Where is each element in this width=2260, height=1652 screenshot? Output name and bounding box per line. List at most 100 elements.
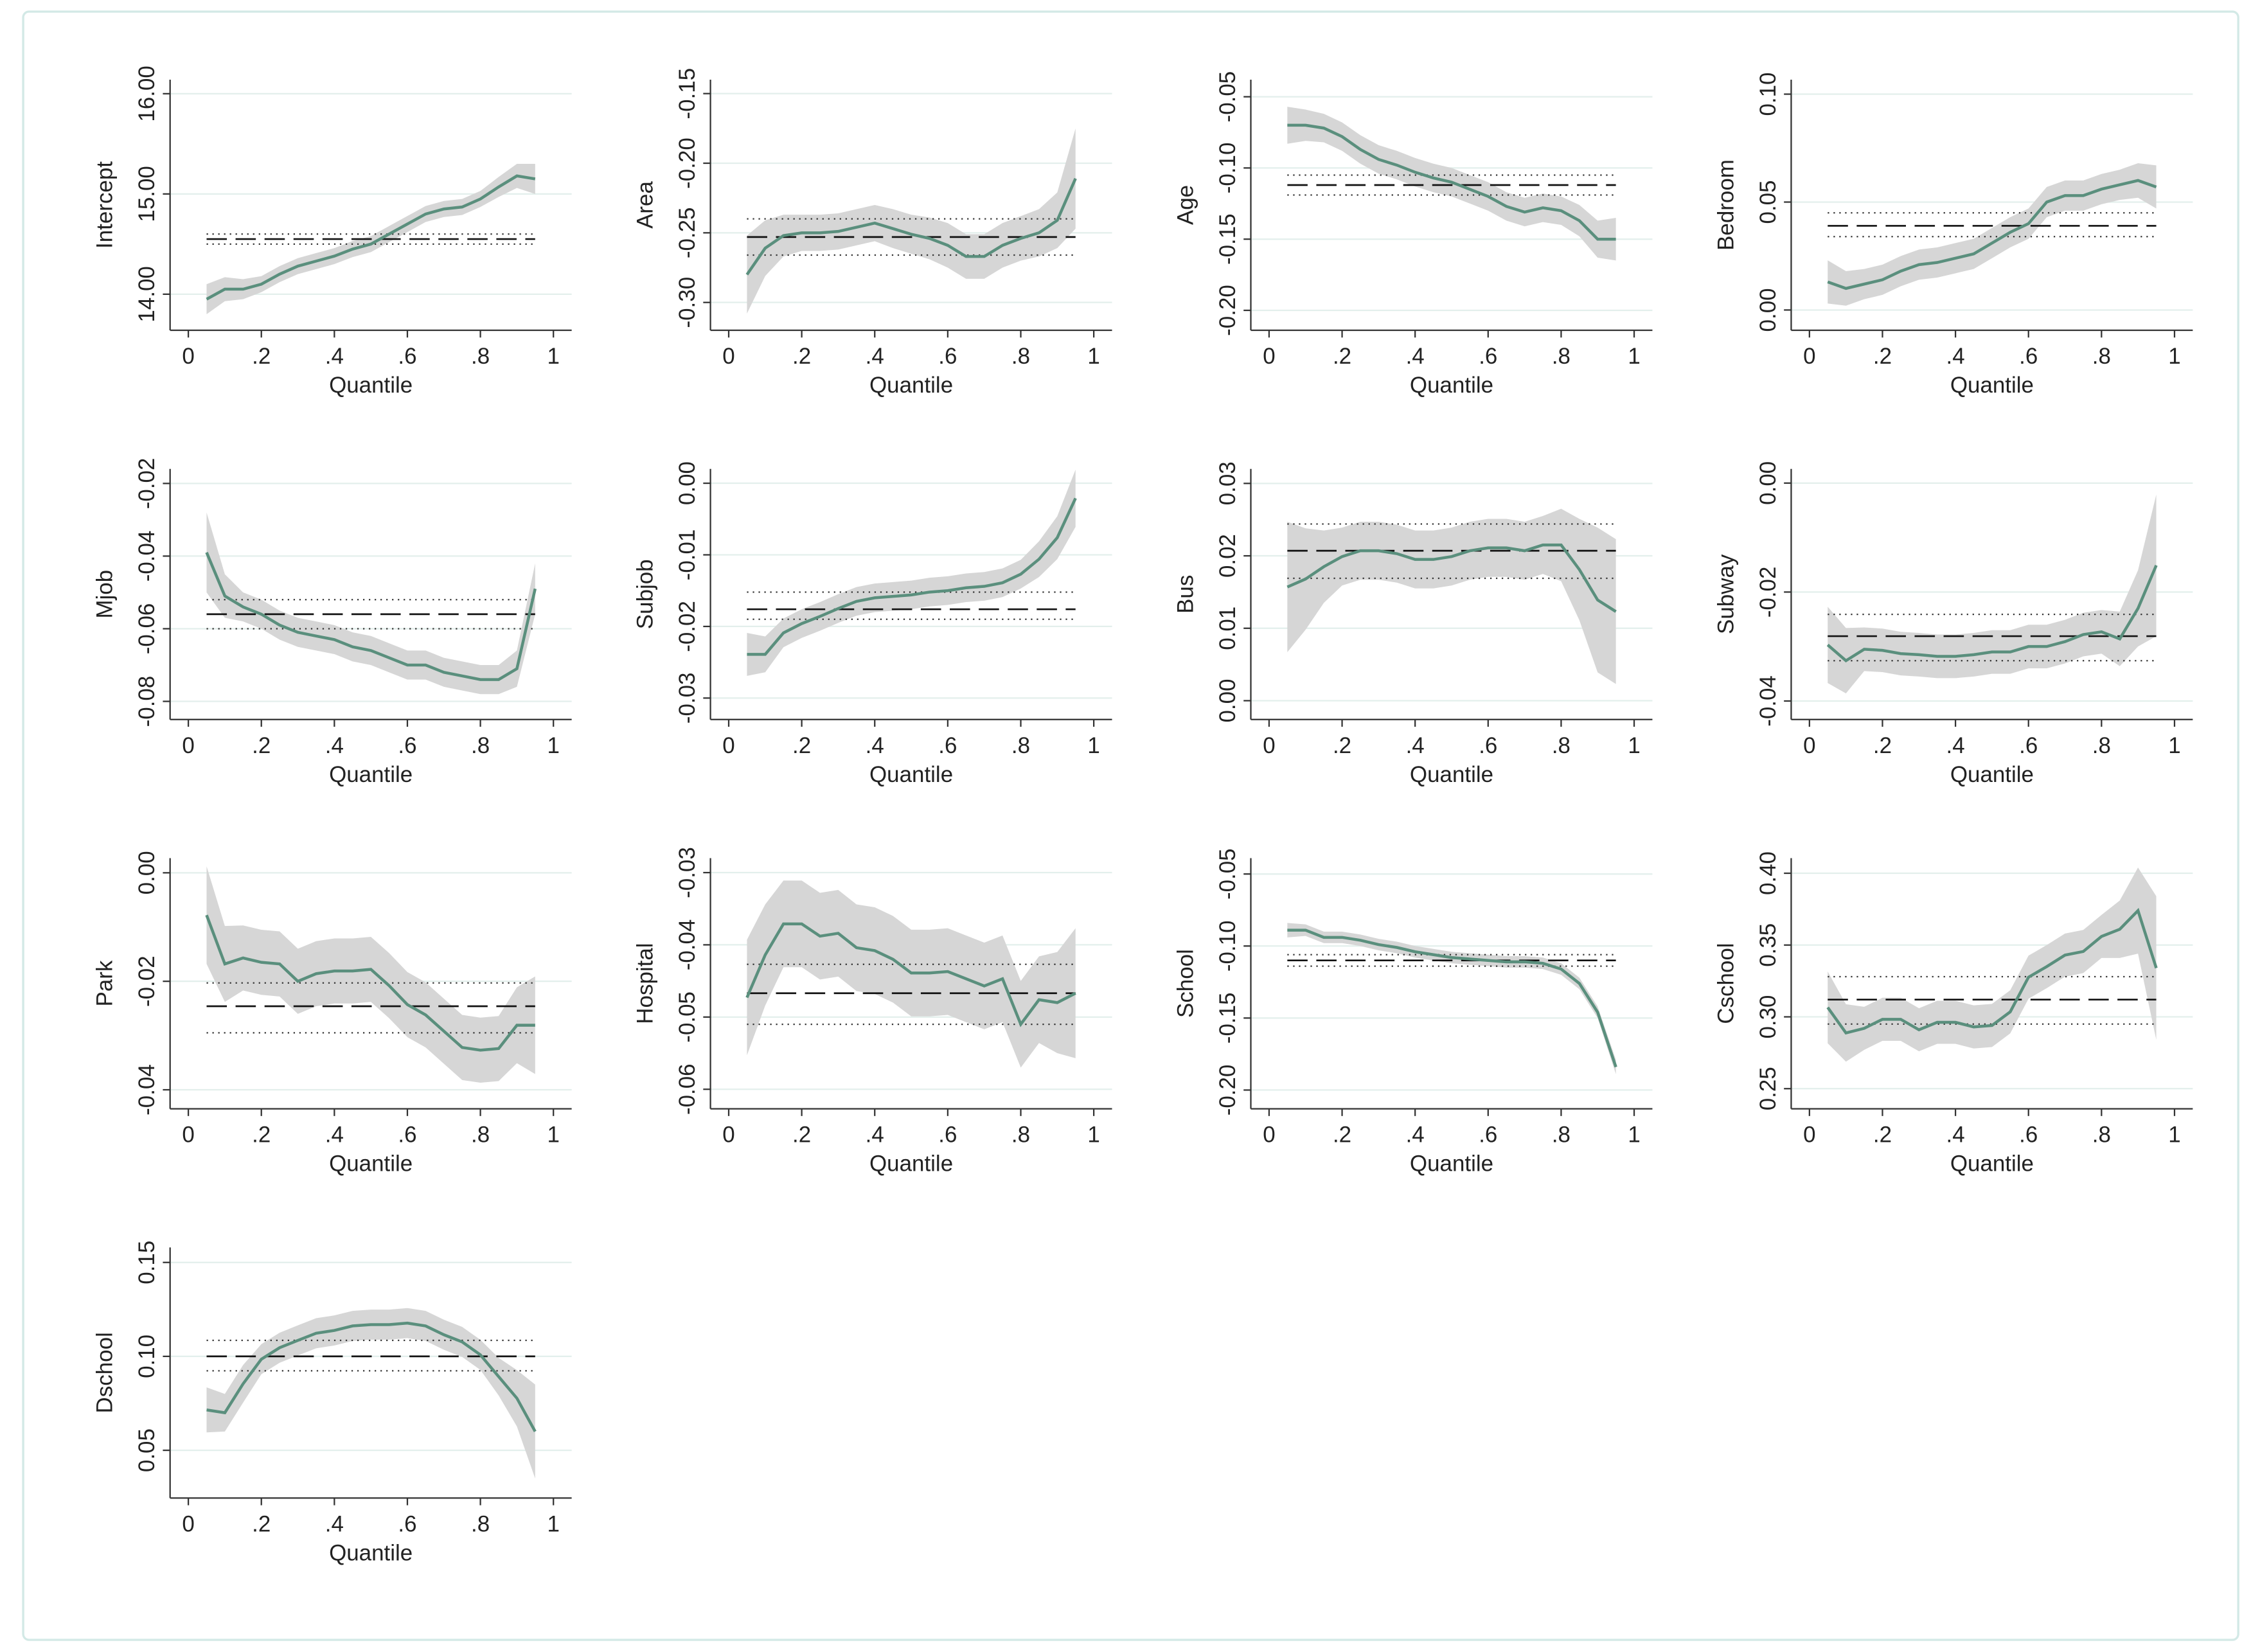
x-axis-label: Quantile [1410, 373, 1493, 398]
x-tick-label: .4 [1946, 733, 1965, 758]
y-tick-label: 0.15 [134, 1241, 159, 1284]
x-axis-label: Quantile [869, 762, 953, 787]
x-tick-label: .8 [471, 1123, 490, 1148]
x-axis-label: Quantile [1950, 1151, 2034, 1177]
y-tick-label: -0.05 [675, 991, 700, 1043]
x-tick-label: .8 [2092, 1123, 2111, 1148]
y-tick-label: 0.25 [1756, 1067, 1781, 1110]
x-tick-label: .6 [1479, 1123, 1497, 1148]
x-tick-label: .4 [866, 1123, 884, 1148]
x-tick-label: 1 [1628, 1123, 1640, 1148]
x-tick-label: 0 [182, 344, 194, 369]
y-tick-label: -0.06 [675, 1063, 700, 1115]
x-tick-label: 1 [1628, 733, 1640, 758]
x-tick-label: .4 [325, 344, 344, 369]
x-tick-label: .4 [325, 1123, 344, 1148]
x-tick-label: .2 [1333, 344, 1351, 369]
x-tick-label: .4 [1406, 344, 1425, 369]
x-tick-label: 1 [2168, 1123, 2180, 1148]
x-tick-label: 1 [547, 1511, 560, 1536]
quantile-line [745, 922, 1076, 1027]
y-tick-label: 0.05 [1756, 180, 1781, 224]
y-tick-label: -0.08 [134, 676, 159, 727]
x-tick-label: .8 [471, 344, 490, 369]
y-axis-label: School [1173, 949, 1198, 1018]
x-tick-label: 0 [722, 1123, 734, 1148]
x-tick-label: .4 [866, 733, 884, 758]
quantile-line [206, 1321, 537, 1432]
x-axis-label: Quantile [1410, 1151, 1493, 1177]
x-tick-label: .8 [1552, 733, 1570, 758]
y-axis-label: Intercept [93, 161, 118, 249]
y-axis-label: Mjob [93, 570, 118, 619]
quantile-line [1827, 179, 2157, 290]
x-tick-label: .6 [1479, 344, 1497, 369]
x-tick-label: .4 [1946, 1123, 1965, 1148]
y-tick-label: -0.04 [675, 919, 700, 971]
y-tick-label: -0.02 [134, 458, 159, 510]
x-tick-label: .8 [1552, 1123, 1570, 1148]
x-tick-label: .2 [252, 344, 271, 369]
x-tick-label: .6 [398, 1511, 416, 1536]
x-tick-label: 0 [182, 1123, 194, 1148]
x-axis-label: Quantile [1950, 762, 2034, 787]
y-tick-label: 15.00 [134, 166, 159, 222]
quantile-line [206, 174, 536, 301]
x-tick-label: 1 [2168, 344, 2180, 369]
y-tick-label: -0.30 [675, 277, 700, 328]
y-tick-label: -0.01 [675, 529, 700, 581]
y-tick-label: 14.00 [134, 266, 159, 322]
x-tick-label: .8 [471, 1511, 490, 1536]
x-tick-label: .2 [252, 1511, 271, 1536]
y-tick-label: 16.00 [134, 66, 159, 121]
x-tick-label: .6 [398, 344, 416, 369]
x-tick-label: .8 [1011, 733, 1030, 758]
x-tick-label: .2 [252, 733, 271, 758]
y-tick-label: -0.05 [1215, 71, 1240, 123]
y-axis-label: Park [93, 960, 118, 1006]
x-tick-label: .8 [1552, 344, 1570, 369]
x-tick-label: 0 [1803, 344, 1815, 369]
x-tick-label: 0 [1263, 733, 1275, 758]
confidence-band [747, 469, 1076, 676]
x-tick-label: 0 [722, 344, 734, 369]
x-tick-label: 0 [1263, 1123, 1275, 1148]
confidence-band [1828, 163, 2157, 306]
y-tick-label: 0.00 [1215, 679, 1240, 722]
x-tick-label: 1 [547, 733, 560, 758]
y-tick-label: -0.02 [1756, 567, 1781, 618]
quantile-line [745, 177, 1077, 276]
confidence-band [1828, 494, 2157, 694]
x-tick-label: .6 [1479, 733, 1497, 758]
y-axis-label: Age [1173, 185, 1198, 225]
x-tick-label: .8 [471, 733, 490, 758]
y-axis-label: Subjob [633, 559, 658, 629]
y-axis-label: Area [633, 181, 658, 229]
x-tick-label: .6 [2019, 733, 2038, 758]
y-tick-label: -0.10 [1215, 920, 1240, 972]
x-tick-label: 1 [1628, 344, 1640, 369]
y-tick-label: 0.10 [1756, 73, 1781, 116]
y-tick-label: 0.00 [675, 461, 700, 505]
y-axis-label: Bedroom [1713, 159, 1738, 251]
x-tick-label: .6 [398, 1123, 416, 1148]
x-tick-label: .2 [1333, 733, 1351, 758]
quantile-line [1826, 907, 2158, 1035]
y-tick-label: 0.35 [1756, 923, 1781, 967]
x-axis-label: Quantile [329, 762, 413, 787]
x-tick-label: .2 [1333, 1123, 1351, 1148]
y-axis-label: Dschool [93, 1332, 118, 1413]
confidence-band [747, 128, 1076, 314]
y-tick-label: -0.25 [675, 208, 700, 259]
x-tick-label: 1 [547, 1123, 560, 1148]
y-tick-label: -0.05 [1215, 848, 1240, 900]
quantile-line [747, 497, 1077, 656]
x-tick-label: .8 [1011, 344, 1030, 369]
y-axis-label: Bus [1173, 575, 1198, 614]
y-tick-label: 0.10 [134, 1335, 159, 1378]
y-tick-label: 0.00 [1756, 288, 1781, 332]
x-axis-label: Quantile [329, 1151, 413, 1177]
x-axis-label: Quantile [1950, 373, 2034, 398]
y-tick-label: -0.04 [134, 1064, 159, 1115]
